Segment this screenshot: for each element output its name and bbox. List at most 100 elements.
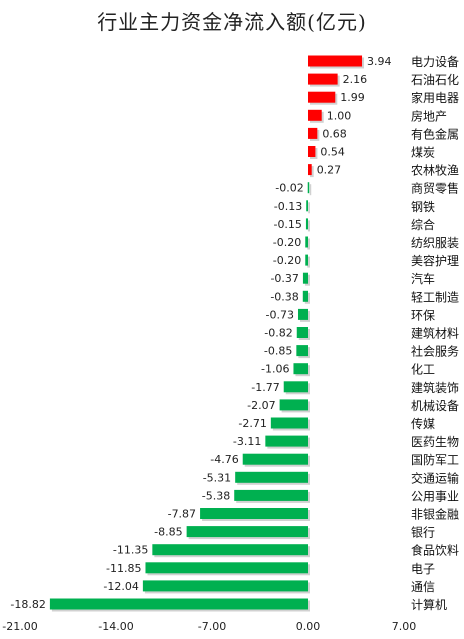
bar xyxy=(142,580,308,592)
data-label: -2.71 xyxy=(238,417,266,430)
data-label: -0.15 xyxy=(273,218,301,231)
data-label: -0.13 xyxy=(274,200,302,213)
x-tick-label: -14.00 xyxy=(98,620,133,633)
bar xyxy=(308,146,316,157)
data-label: -0.38 xyxy=(270,290,298,303)
data-label: -11.85 xyxy=(106,562,141,575)
category-label: 化工 xyxy=(411,363,435,377)
category-label: 综合 xyxy=(411,217,435,232)
x-tick-label: -21.00 xyxy=(2,620,37,633)
data-label: -0.20 xyxy=(273,236,301,249)
data-label: -0.82 xyxy=(264,327,292,340)
chart-title: 行业主力资金净流入额(亿元) xyxy=(97,10,367,34)
category-label: 非银金融 xyxy=(411,507,459,522)
data-label: -2.07 xyxy=(247,399,275,412)
bar xyxy=(200,508,308,519)
category-label: 汽车 xyxy=(411,271,435,286)
bar xyxy=(234,489,308,501)
x-tick-label: -7.00 xyxy=(198,620,226,633)
bar-shadow xyxy=(310,166,314,178)
bar xyxy=(235,471,308,483)
category-label: 钢铁 xyxy=(411,200,435,214)
category-label: 建筑材料 xyxy=(411,326,459,341)
category-label: 交通运输 xyxy=(411,470,459,485)
category-label: 计算机 xyxy=(411,597,447,612)
bar xyxy=(307,182,310,194)
bar xyxy=(306,200,308,212)
data-label: 1.99 xyxy=(340,91,365,104)
data-label: -5.31 xyxy=(203,471,231,484)
bar-shadow xyxy=(307,238,310,250)
bar xyxy=(308,73,338,85)
data-label: 1.00 xyxy=(327,109,352,122)
category-label: 机械设备 xyxy=(411,398,459,413)
bar xyxy=(296,327,308,338)
data-label: 3.94 xyxy=(367,55,392,68)
bar xyxy=(265,435,308,447)
category-label: 环保 xyxy=(411,308,435,322)
data-label: -5.38 xyxy=(202,489,230,502)
category-label: 房地产 xyxy=(411,108,447,123)
bar xyxy=(145,562,308,574)
data-label: -8.85 xyxy=(154,526,182,539)
bar xyxy=(296,345,308,357)
data-label: -3.11 xyxy=(233,435,261,448)
category-label: 美容护理 xyxy=(411,253,459,268)
bar xyxy=(308,164,312,176)
category-label: 银行 xyxy=(411,526,435,540)
bar xyxy=(270,417,308,429)
data-label: 0.54 xyxy=(320,146,345,159)
bar xyxy=(283,381,308,393)
data-label: -0.20 xyxy=(273,254,301,267)
category-label: 电子 xyxy=(411,562,435,576)
data-label: 2.16 xyxy=(343,73,368,86)
category-label: 煤炭 xyxy=(411,146,435,160)
data-label: 0.27 xyxy=(317,164,342,177)
data-label: -7.87 xyxy=(168,508,196,521)
data-label: -1.06 xyxy=(261,363,289,376)
category-label: 社会服务 xyxy=(411,344,459,359)
category-label: 农林牧渔 xyxy=(411,164,459,178)
bar xyxy=(305,236,308,248)
data-label: -4.76 xyxy=(210,453,238,466)
data-label: -18.82 xyxy=(10,598,45,611)
bar xyxy=(152,544,308,556)
category-label: 公用事业 xyxy=(411,489,459,503)
category-label: 电力设备 xyxy=(411,55,459,69)
data-label: -12.04 xyxy=(103,580,138,593)
category-label: 建筑装饰 xyxy=(411,380,459,395)
bar xyxy=(308,91,336,103)
category-label: 家用电器 xyxy=(411,90,459,105)
bar xyxy=(49,598,308,610)
bar xyxy=(305,254,308,266)
category-label: 国防军工 xyxy=(411,452,459,467)
category-label: 传媒 xyxy=(411,416,435,431)
category-label: 轻工制造 xyxy=(411,290,459,304)
category-label: 食品饮料 xyxy=(411,543,459,558)
data-label: 0.68 xyxy=(322,127,347,140)
data-label: -0.85 xyxy=(264,345,292,358)
bar-shadow xyxy=(307,220,310,232)
data-label: -11.35 xyxy=(113,544,148,557)
bar xyxy=(293,363,308,375)
x-tick-label: 7.00 xyxy=(392,620,417,633)
bar xyxy=(242,453,308,465)
category-label: 医药生物 xyxy=(411,435,459,449)
data-label: -0.02 xyxy=(275,182,303,195)
category-label: 有色金属 xyxy=(411,126,459,141)
bar xyxy=(305,218,308,230)
bar-shadow xyxy=(307,256,310,268)
bar-shadow xyxy=(308,202,310,214)
bar xyxy=(308,109,322,121)
bar xyxy=(308,55,363,67)
category-label: 商贸零售 xyxy=(411,181,459,196)
category-label: 通信 xyxy=(411,580,435,594)
x-tick-label: 0.00 xyxy=(296,620,321,633)
bar xyxy=(302,290,308,302)
data-label: -0.37 xyxy=(270,272,298,285)
bar xyxy=(308,127,318,139)
data-label: -1.77 xyxy=(251,381,279,394)
category-label: 纺织服装 xyxy=(411,236,459,250)
category-label: 石油石化 xyxy=(411,73,459,87)
